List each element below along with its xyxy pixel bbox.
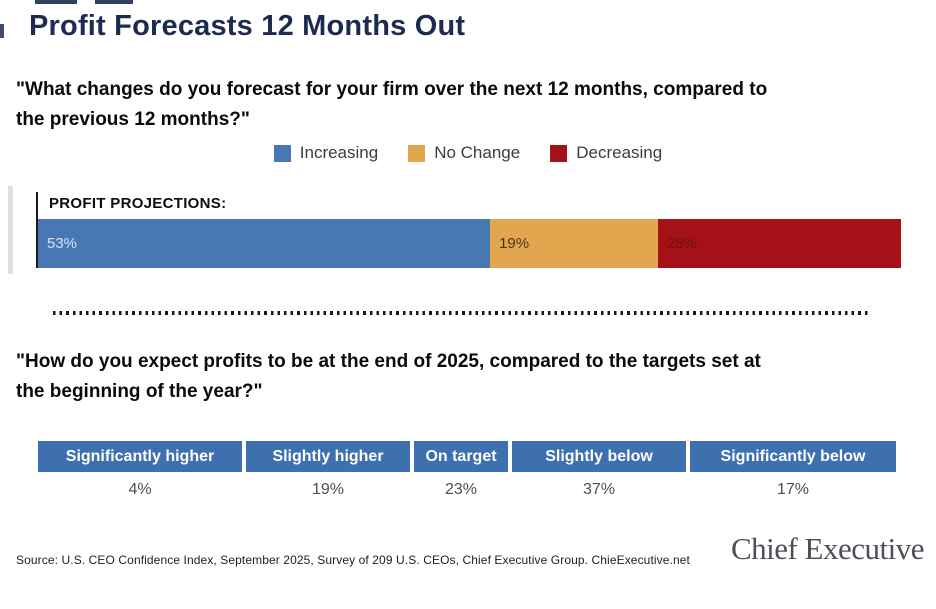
table-value-cell: 19% [311, 481, 345, 498]
legend-label: Increasing [299, 143, 379, 162]
table-header-cell: Slightly higher [246, 441, 410, 472]
legend-item: Increasing [273, 143, 379, 163]
cropped-text-artifact [35, 0, 77, 4]
table-header-cell: Significantly higher [38, 441, 242, 472]
source-text: Source: U.S. CEO Confidence Index, Septe… [16, 553, 690, 567]
legend-label: Decreasing [576, 143, 663, 162]
bar-segment: 19% [490, 219, 658, 268]
table-value-cell: 23% [444, 481, 478, 498]
profit-vs-target-table: Significantly higher Slightly higher On ta… [38, 441, 896, 502]
survey-question-2: "How do you expect profits to be at the … [16, 351, 761, 402]
bar-segment: 53% [38, 219, 491, 268]
table-value-row: 4% 19% 23% 37% 17% [38, 478, 896, 502]
bar-segment: 28% [657, 219, 901, 268]
table-header-cell: Slightly below [512, 441, 686, 472]
legend-label: No Change [434, 143, 521, 162]
chief-executive-logo: Chief Executive [730, 531, 925, 566]
legend-item: Decreasing [550, 143, 662, 163]
legend-swatch-icon [550, 144, 568, 162]
cropped-text-artifact [95, 0, 133, 4]
profit-projections-chart: PROFIT PROJECTIONS: 53% 19% 28% [36, 192, 904, 268]
legend-item: No Change [408, 143, 520, 163]
table-header-cell: On target [414, 441, 508, 472]
table-value-cell: 37% [582, 481, 616, 498]
table-header-cell: Significantly below [690, 441, 896, 472]
chart-legend: Increasing No Change Decreasing [0, 143, 936, 163]
survey-question-1: "What changes do you forecast for your f… [16, 79, 768, 130]
stacked-bar: 53% 19% 28% [38, 219, 901, 268]
table-value-cell: 17% [776, 481, 810, 498]
page-title: Profit Forecasts 12 Months Out [29, 10, 466, 42]
chart-section-label: PROFIT PROJECTIONS: [49, 195, 227, 212]
dotted-divider [53, 311, 869, 315]
cropped-edge-artifact [8, 186, 13, 274]
legend-swatch-icon [273, 144, 291, 162]
table-header-row: Significantly higher Slightly higher On ta… [38, 441, 896, 472]
table-value-cell: 4% [128, 481, 152, 498]
legend-swatch-icon [408, 144, 426, 162]
cropped-edge-artifact [0, 24, 4, 38]
